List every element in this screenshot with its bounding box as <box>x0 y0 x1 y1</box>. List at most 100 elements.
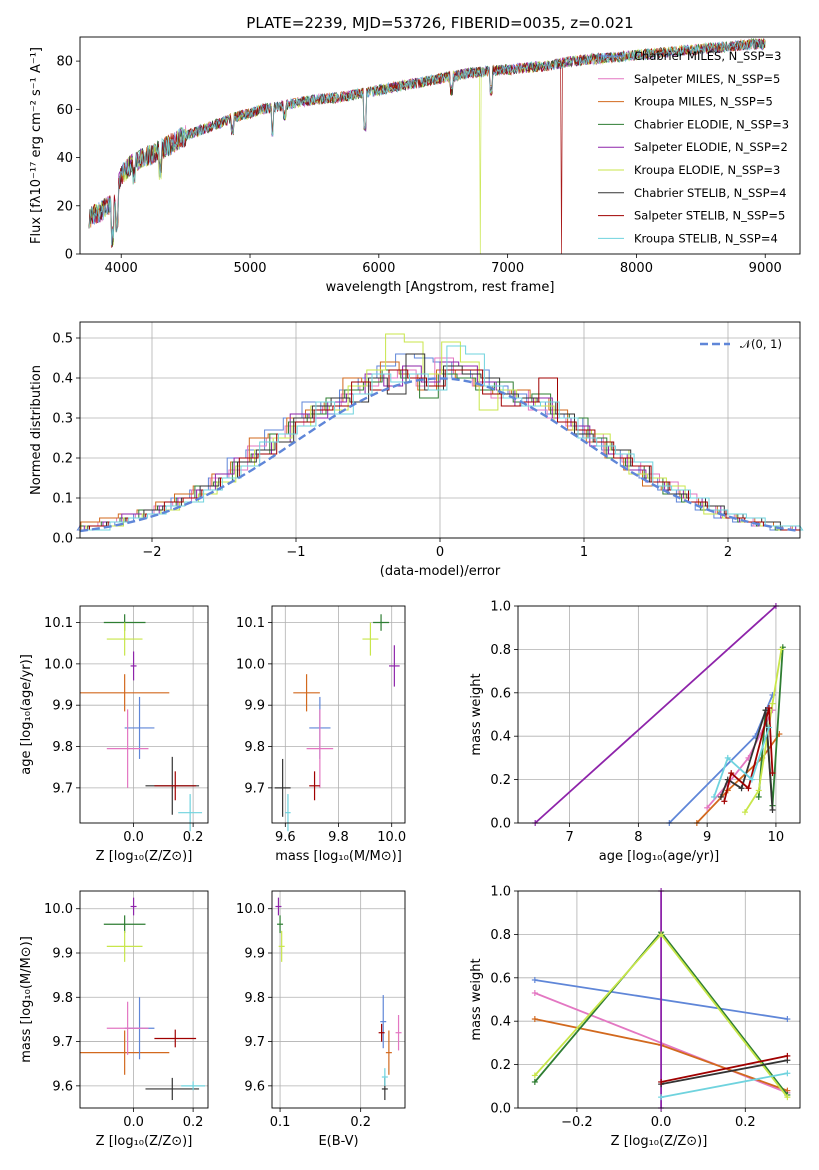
y-tick-label: 10.0 <box>44 657 73 672</box>
x-axis-label: mass [log₁₀(M/M⊙)] <box>275 849 402 864</box>
legend-label: Chabrier MILES, N_SSP=3 <box>634 49 781 63</box>
x-tick-label: 7 <box>565 830 573 845</box>
histogram-series <box>80 369 801 531</box>
y-tick-label: 10.0 <box>44 902 73 917</box>
y-tick-label: 60 <box>56 103 73 118</box>
x-tick-label: 0.2 <box>350 1115 371 1130</box>
x-tick-label: 8 <box>634 830 642 845</box>
axes-frame <box>79 890 209 1109</box>
y-tick-label: 10.0 <box>236 657 265 672</box>
y-tick-label: 9.9 <box>52 699 73 714</box>
axes-frame <box>271 605 406 824</box>
x-tick-label: 9.6 <box>275 830 296 845</box>
x-tick-label: −1 <box>286 545 305 560</box>
legend-label: Chabrier ELODIE, N_SSP=3 <box>634 117 789 131</box>
y-tick-label: 9.8 <box>244 991 265 1006</box>
weight-series <box>660 1059 788 1085</box>
x-axis-label: E(B-V) <box>318 1134 358 1149</box>
axes-frame <box>271 890 406 1109</box>
legend-label: Kroupa MILES, N_SSP=5 <box>634 95 773 109</box>
x-axis-label: (data-model)/error <box>380 564 501 579</box>
legend-label: Salpeter MILES, N_SSP=5 <box>634 72 780 86</box>
y-tick-label: 0.6 <box>490 971 511 986</box>
y-tick-label: 9.8 <box>52 740 73 755</box>
y-tick-label: 0.8 <box>490 643 511 658</box>
y-axis-label: mass weight <box>469 673 484 755</box>
y-tick-label: 0.4 <box>52 372 73 387</box>
x-axis-label: Z [log₁₀(Z/Z⊙)] <box>96 849 193 864</box>
y-tick-label: 1.0 <box>490 885 511 900</box>
x-tick-label: 0 <box>436 545 444 560</box>
legend-label: Salpeter ELODIE, N_SSP=2 <box>634 140 788 154</box>
axes-frame <box>517 890 801 1109</box>
y-tick-label: 0.0 <box>490 817 511 832</box>
y-tick-label: 9.6 <box>244 1079 265 1094</box>
histogram-series <box>80 345 804 531</box>
y-tick-label: 9.9 <box>52 947 73 962</box>
y-tick-label: 10.0 <box>236 902 265 917</box>
spectrum-series <box>88 38 766 246</box>
legend-label: Chabrier STELIB, N_SSP=4 <box>634 186 786 200</box>
y-tick-label: 0.0 <box>490 1102 511 1117</box>
axes-frame <box>517 605 801 824</box>
weight-series <box>660 1055 788 1083</box>
y-tick-label: 0 <box>65 248 73 263</box>
x-tick-label: 0.0 <box>123 1115 144 1130</box>
x-tick-label: 6000 <box>362 261 395 276</box>
y-tick-label: 0.2 <box>52 452 73 467</box>
y-tick-label: 9.7 <box>244 1035 265 1050</box>
x-tick-label: 9 <box>703 830 711 845</box>
y-axis-label: Flux [fλ10⁻¹⁷ erg cm⁻² s⁻¹ A⁻¹] <box>29 47 44 244</box>
legend-label: Salpeter STELIB, N_SSP=5 <box>634 209 785 223</box>
weight-series <box>668 694 774 824</box>
x-tick-label: 0.2 <box>183 830 204 845</box>
x-tick-label: 0.0 <box>123 830 144 845</box>
histogram-series <box>80 333 800 531</box>
y-axis-label: mass weight <box>469 958 484 1040</box>
y-tick-label: 0.2 <box>490 773 511 788</box>
y-tick-label: 9.7 <box>244 781 265 796</box>
y-tick-label: 0.4 <box>490 1015 511 1030</box>
weight-series <box>744 649 783 813</box>
axes-frame <box>79 36 801 255</box>
y-tick-label: 20 <box>56 199 73 214</box>
y-tick-label: 9.7 <box>52 1035 73 1050</box>
normal-curve <box>79 377 801 533</box>
weight-series <box>660 1072 788 1099</box>
y-tick-label: 80 <box>56 55 73 70</box>
x-tick-label: 10.0 <box>377 830 406 845</box>
legend-label: Kroupa ELODIE, N_SSP=3 <box>634 163 780 177</box>
histogram-series <box>76 353 800 531</box>
x-tick-label: 5000 <box>233 261 266 276</box>
y-tick-label: 9.8 <box>244 740 265 755</box>
y-tick-label: 9.9 <box>244 947 265 962</box>
x-tick-label: 4000 <box>105 261 138 276</box>
weight-series <box>534 605 777 824</box>
y-tick-label: 1.0 <box>490 600 511 615</box>
x-tick-label: −0.2 <box>561 1115 593 1130</box>
axes-frame <box>79 605 209 824</box>
weight-series <box>706 709 774 809</box>
x-tick-label: 2 <box>724 545 732 560</box>
y-tick-label: 9.9 <box>244 699 265 714</box>
y-tick-label: 40 <box>56 151 73 166</box>
x-tick-label: 0.2 <box>183 1115 204 1130</box>
y-tick-label: 0.6 <box>490 686 511 701</box>
histogram-series <box>80 361 800 531</box>
y-tick-label: 0.1 <box>52 492 73 507</box>
y-tick-label: 9.8 <box>52 991 73 1006</box>
y-tick-label: 10.1 <box>236 616 265 631</box>
legend-label: 𝒩(0, 1) <box>740 337 782 351</box>
x-axis-label: wavelength [Angstrom, rest frame] <box>326 280 555 295</box>
y-tick-label: 0.3 <box>52 412 73 427</box>
axes-frame <box>79 321 801 539</box>
y-tick-label: 9.7 <box>52 781 73 796</box>
legend-label: Kroupa STELIB, N_SSP=4 <box>634 231 778 245</box>
x-axis-label: age [log₁₀(age/yr)] <box>599 849 720 864</box>
x-axis-label: Z [log₁₀(Z/Z⊙)] <box>611 1134 708 1149</box>
x-tick-label: 9.8 <box>328 830 349 845</box>
histogram-series <box>80 361 800 531</box>
y-tick-label: 0.0 <box>52 532 73 547</box>
weight-series <box>713 727 770 798</box>
